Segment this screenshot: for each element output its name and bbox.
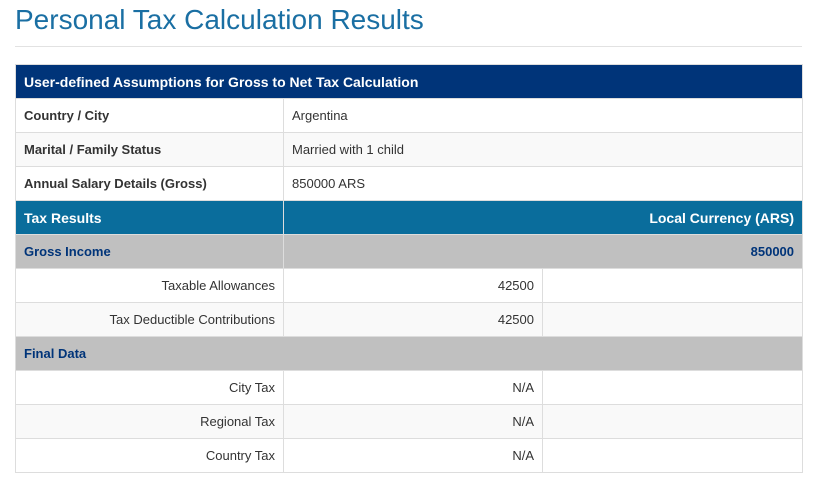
assumption-label: Country / City (15, 98, 284, 133)
item-value: 42500 (283, 268, 543, 303)
table-row: City Tax N/A (15, 370, 804, 405)
item-value: 42500 (283, 302, 543, 337)
item-extra (541, 438, 804, 473)
assumption-value: Argentina (282, 98, 804, 133)
assumptions-header: User-defined Assumptions for Gross to Ne… (14, 64, 804, 99)
assumption-row-salary: Annual Salary Details (Gross) 850000 ARS (15, 166, 804, 201)
gross-income-value: 850000 (282, 234, 804, 269)
assumptions-header-row: User-defined Assumptions for Gross to Ne… (14, 64, 804, 99)
table-row: Country Tax N/A (15, 438, 804, 473)
assumption-row-marital: Marital / Family Status Married with 1 c… (15, 132, 804, 167)
final-data-row: Final Data (14, 336, 804, 371)
item-extra (541, 370, 804, 405)
table-row: Taxable Allowances 42500 (15, 268, 804, 303)
gross-income-label: Gross Income (15, 234, 284, 269)
item-value: N/A (283, 370, 543, 405)
assumption-value: 850000 ARS (282, 166, 804, 201)
assumption-label: Annual Salary Details (Gross) (15, 166, 284, 201)
table-row: Tax Deductible Contributions 42500 (15, 302, 804, 337)
tax-table: User-defined Assumptions for Gross to Ne… (14, 64, 804, 473)
item-label: Taxable Allowances (15, 268, 284, 303)
currency-header: Local Currency (ARS) (282, 200, 804, 235)
gross-income-row: Gross Income 850000 (15, 234, 804, 269)
item-label: City Tax (15, 370, 284, 405)
item-label: Country Tax (15, 438, 284, 473)
tax-results-header: Tax Results (15, 200, 284, 235)
table-row: Regional Tax N/A (15, 404, 804, 439)
assumption-value: Married with 1 child (282, 132, 804, 167)
item-label: Regional Tax (15, 404, 284, 439)
page-title: Personal Tax Calculation Results (15, 4, 424, 35)
final-data-label: Final Data (14, 336, 804, 371)
item-extra (541, 404, 804, 439)
assumption-label: Marital / Family Status (15, 132, 284, 167)
item-value: N/A (283, 438, 543, 473)
item-extra (541, 302, 804, 337)
assumption-row-country: Country / City Argentina (15, 98, 804, 133)
item-extra (541, 268, 804, 303)
tax-results-header-row: Tax Results Local Currency (ARS) (15, 200, 804, 235)
item-value: N/A (283, 404, 543, 439)
title-divider (15, 46, 802, 47)
item-label: Tax Deductible Contributions (15, 302, 284, 337)
